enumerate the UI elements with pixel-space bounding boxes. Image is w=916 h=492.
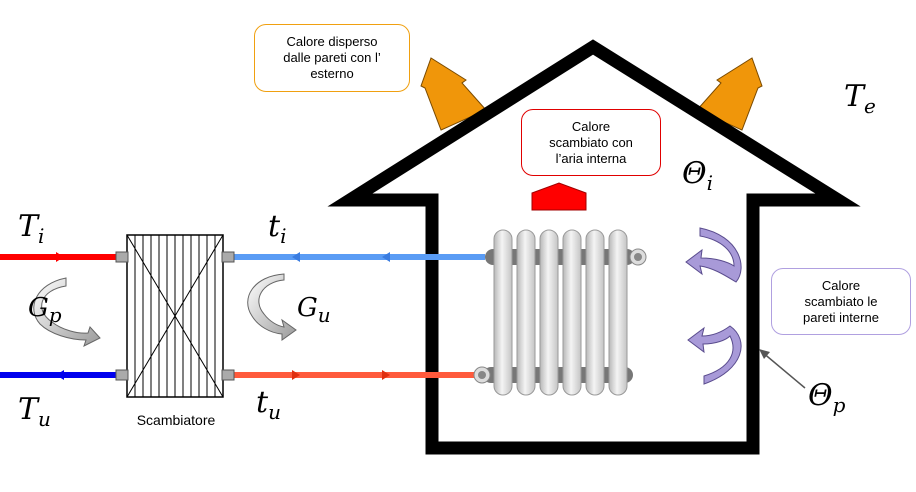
label-primary-outlet-temp: Tu	[18, 392, 51, 431]
primary-cold-pipe	[0, 370, 118, 380]
wall-exchange-arrow-lower	[687, 325, 742, 385]
label-secondary-outlet-temp: tu	[256, 385, 281, 424]
secondary-cold-pipe	[233, 252, 485, 262]
label-secondary-inlet-temp: ti	[268, 209, 286, 248]
label-primary-inlet-temp: Ti	[18, 209, 44, 248]
label-secondary-flow: Gu	[297, 293, 331, 327]
label-external-temp: Te	[844, 79, 876, 118]
wall-temperature-pointer	[759, 349, 806, 389]
label-wall-temp: Θp	[808, 378, 846, 417]
internal-air-heat-arrow	[531, 182, 587, 211]
external-heat-loss-arrow-right	[696, 57, 763, 131]
wall-exchange-arrow-upper	[685, 227, 742, 283]
callout-internal-air-exchange: Calore scambiato con l’aria interna	[521, 109, 661, 176]
house-outline	[327, 39, 861, 455]
label-internal-air-temp: Θi	[682, 156, 713, 195]
secondary-hot-pipe	[233, 370, 483, 380]
secondary-flow-curl-icon	[247, 273, 297, 341]
callout-external-heat-loss: Calore disperso dalle pareti con l’ este…	[254, 24, 410, 92]
label-primary-flow: Gp	[28, 293, 62, 327]
heat-exchanger	[115, 234, 235, 398]
primary-flow-curl-icon	[33, 277, 101, 347]
radiator	[473, 229, 647, 396]
callout-internal-walls-exchange: Calore scambiato le pareti interne	[771, 268, 911, 335]
exchanger-label: Scambiatore	[137, 412, 216, 428]
primary-hot-pipe	[0, 252, 118, 262]
external-heat-loss-arrow-left	[420, 57, 487, 131]
